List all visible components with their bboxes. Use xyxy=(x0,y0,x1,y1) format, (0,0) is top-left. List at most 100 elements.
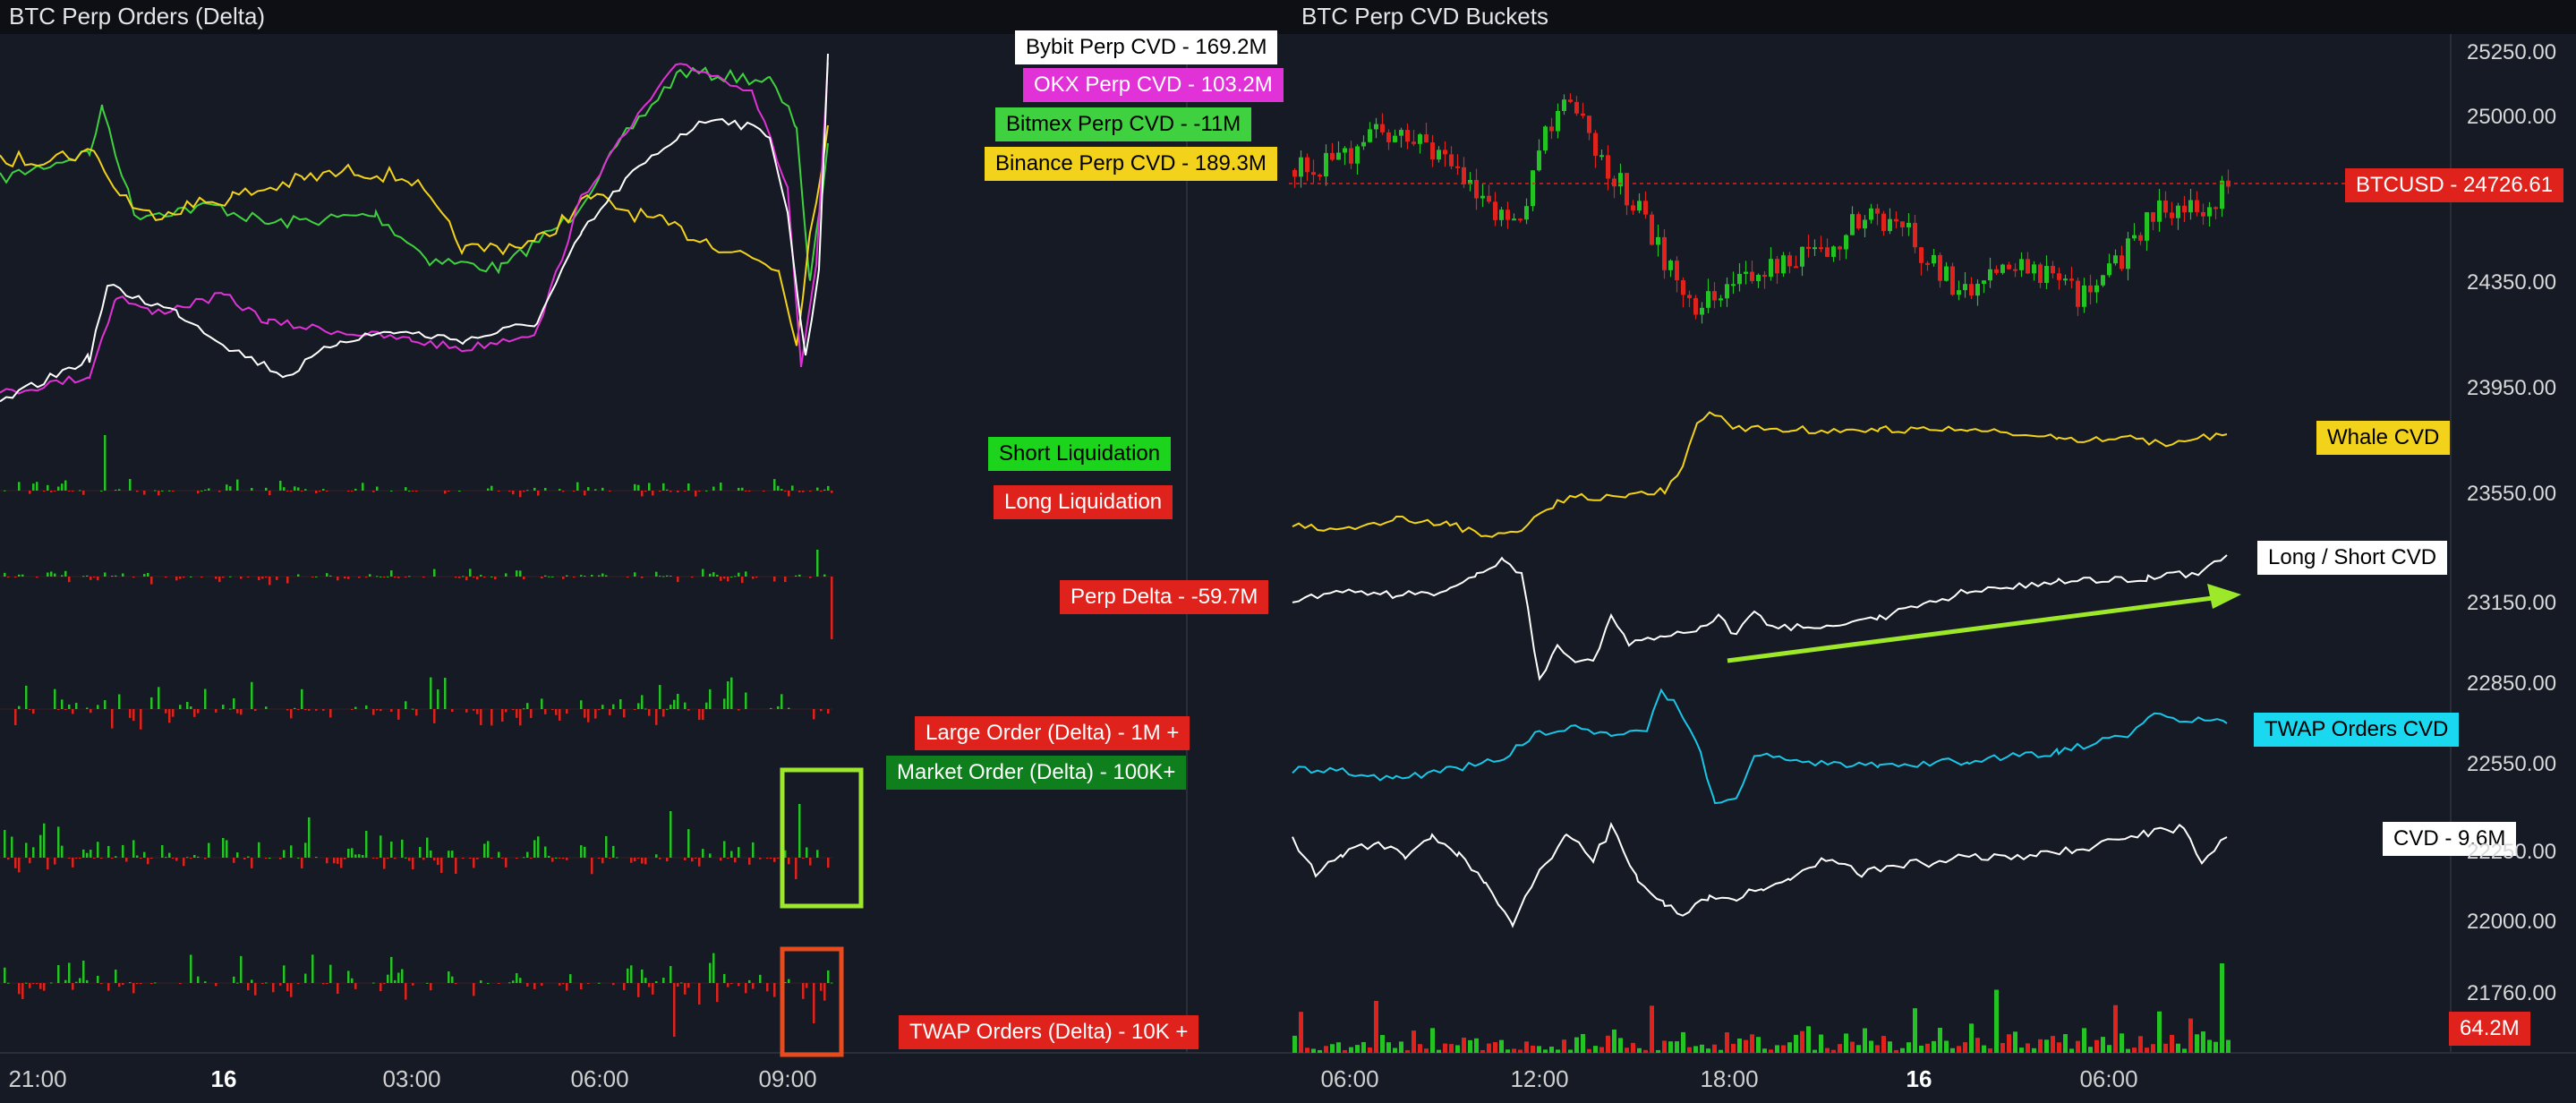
short-liq-bar xyxy=(523,491,525,492)
volume-bar xyxy=(1443,1043,1447,1053)
twap-order-bar xyxy=(430,983,432,991)
volume-bar xyxy=(1468,1039,1472,1053)
market-order-bar xyxy=(537,836,540,858)
short-liq-bar xyxy=(351,491,354,492)
twap-order-bar xyxy=(122,983,124,986)
volume-bar xyxy=(1374,1000,1378,1053)
short-liq-bar xyxy=(68,491,71,492)
twap-order-bar xyxy=(394,979,397,983)
volume-bar xyxy=(1994,989,1999,1053)
large-order-bar xyxy=(168,709,171,723)
market-order-bar xyxy=(659,858,661,859)
market-order-bar xyxy=(4,830,6,858)
short-liq-bar xyxy=(129,478,132,491)
bitmex-cvd-line xyxy=(0,66,829,281)
candle-body xyxy=(1656,236,1660,245)
candle-body xyxy=(1449,154,1454,167)
long-liq-bar xyxy=(104,572,107,577)
market-order-highlight-box xyxy=(780,767,864,909)
large-order-bar xyxy=(641,695,644,709)
twap-order-bar xyxy=(140,983,142,984)
volume-bar xyxy=(1806,1026,1811,1053)
market-order-bar xyxy=(730,851,733,858)
short-liq-bar xyxy=(4,490,6,492)
twap-order-bar xyxy=(118,983,121,988)
short-liq-bar xyxy=(594,489,597,491)
candle-body xyxy=(1863,219,1867,229)
market-order-bar xyxy=(333,858,336,864)
large-order-bar xyxy=(594,709,597,719)
short-liq-bar xyxy=(82,491,85,495)
volume-bar xyxy=(1574,1037,1579,1053)
volume-bar xyxy=(1693,1046,1698,1053)
market-order-bar xyxy=(616,857,618,859)
candle-body xyxy=(1543,126,1548,151)
volume-bar xyxy=(1725,1032,1729,1053)
market-order-bar xyxy=(79,858,81,859)
volume-bar xyxy=(1963,1042,1967,1053)
short-liq-bar xyxy=(705,490,708,492)
time-tick: 09:00 xyxy=(758,1065,817,1092)
market-order-bar xyxy=(795,858,798,879)
volume-bar xyxy=(1975,1038,1980,1053)
market-order-bar xyxy=(43,823,46,858)
long-liq-bar xyxy=(347,577,350,579)
candle-body xyxy=(1518,218,1523,221)
volume-bar xyxy=(1712,1044,1717,1053)
market-order-bar xyxy=(18,858,21,873)
market-order-label: Market Order (Delta) - 100K+ xyxy=(886,756,1187,790)
short-liq-bar xyxy=(100,490,103,492)
market-order-bar xyxy=(770,858,772,859)
short-liq-bar xyxy=(587,487,590,491)
large-order-bar xyxy=(473,709,475,711)
short-liq-bar xyxy=(208,488,210,491)
volume-bar xyxy=(1437,1049,1441,1053)
large-order-bar xyxy=(397,709,400,720)
long-liq-bar xyxy=(4,572,6,577)
market-order-bar xyxy=(655,854,658,858)
candle-body xyxy=(1405,130,1410,142)
twap-order-bar xyxy=(251,979,253,983)
candle-body xyxy=(1324,152,1328,177)
long-liq-bar xyxy=(397,577,400,578)
twap-order-bar xyxy=(311,954,314,983)
volume-bar xyxy=(1368,1047,1372,1053)
volume-bar xyxy=(1650,1005,1654,1053)
short-liq-bar xyxy=(748,491,751,492)
twap-order-bar xyxy=(107,983,110,991)
large-order-bar xyxy=(612,704,615,709)
market-order-bar xyxy=(61,845,64,858)
short-liq-bar xyxy=(136,491,139,492)
volume-bar xyxy=(1361,1041,1366,1053)
market-order-bar xyxy=(7,858,10,860)
twap-order-bar xyxy=(50,982,53,984)
market-order-bar xyxy=(197,856,200,858)
volume-bar xyxy=(2207,1039,2212,1053)
candle-body xyxy=(1662,236,1667,270)
long-liq-bar xyxy=(591,575,593,577)
twap-order-bar xyxy=(97,975,99,983)
twap-order-bar xyxy=(823,983,826,1001)
large-order-bar xyxy=(430,677,432,709)
candle-body xyxy=(1468,179,1472,184)
long-liq-bar xyxy=(670,576,672,577)
twap-order-bar xyxy=(261,983,264,984)
short-liq-bar xyxy=(362,483,364,491)
short-liq-bar xyxy=(508,491,511,492)
market-order-bar xyxy=(440,858,443,873)
candle-body xyxy=(1493,201,1497,220)
candle-body xyxy=(1349,148,1353,164)
candle-body xyxy=(1744,271,1748,274)
large-order-bar xyxy=(530,709,533,718)
large-order-bar xyxy=(186,702,189,709)
candle-body xyxy=(1443,150,1447,155)
volume-bar xyxy=(1537,1046,1541,1053)
volume-bar xyxy=(2026,1043,2030,1053)
short-liq-bar xyxy=(802,491,805,492)
twap-order-bar xyxy=(655,981,658,983)
short-liq-bar xyxy=(573,491,576,492)
market-order-bar xyxy=(473,858,475,868)
candle-body xyxy=(2176,205,2180,218)
market-order-bar xyxy=(354,854,357,858)
